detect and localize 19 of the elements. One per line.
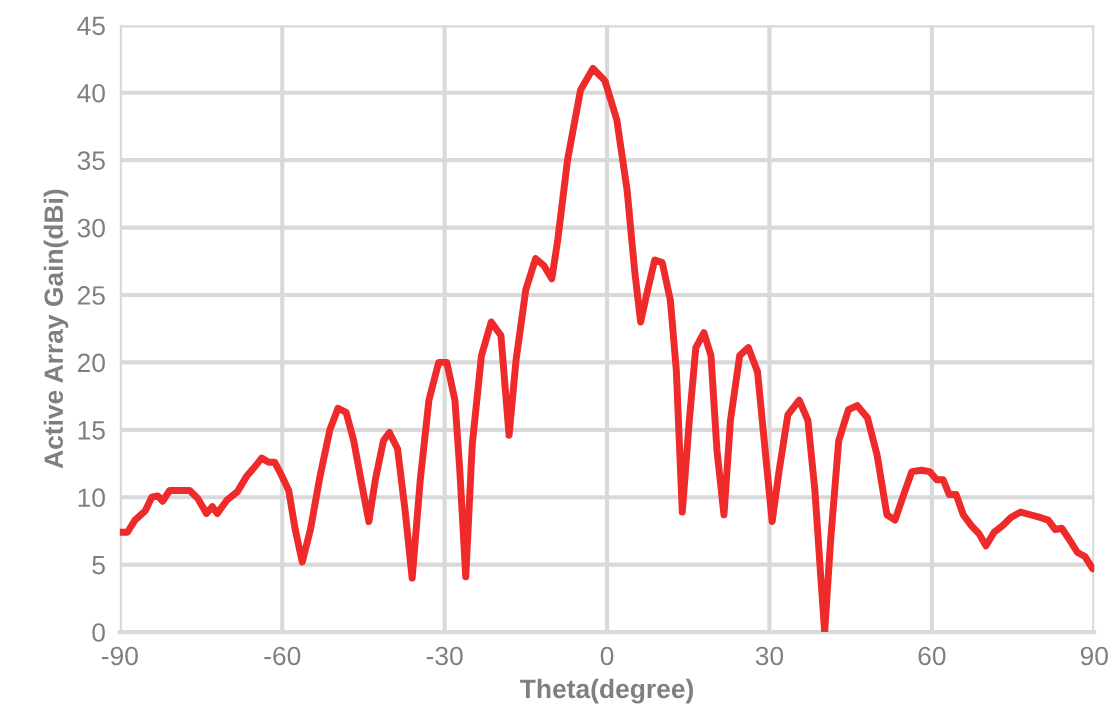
x-tick-label: 30 xyxy=(755,646,784,666)
x-tick-label: 90 xyxy=(1080,646,1108,666)
y-tick-label: 45 xyxy=(77,16,105,36)
x-tick-label: 60 xyxy=(918,646,946,666)
x-tick-label: 0 xyxy=(600,646,614,666)
y-tick-label: 5 xyxy=(92,556,105,575)
x-tick-label: -60 xyxy=(264,646,301,666)
x-axis-title: Theta(degree) xyxy=(520,678,693,704)
y-tick-label: 40 xyxy=(77,83,105,103)
y-tick-label: 35 xyxy=(77,151,105,170)
y-tick-label: 30 xyxy=(77,218,105,238)
y-axis-title: Active Array Gain(dBi) xyxy=(43,189,69,469)
y-tick-label: 20 xyxy=(77,353,105,373)
y-tick-label: 10 xyxy=(78,488,105,508)
y-tick-label: 15 xyxy=(78,421,105,440)
x-tick-label: -90 xyxy=(101,646,138,666)
y-tick-label: 0 xyxy=(92,623,105,642)
x-tick-label: -30 xyxy=(426,646,463,666)
y-tick-label: 25 xyxy=(77,286,105,305)
